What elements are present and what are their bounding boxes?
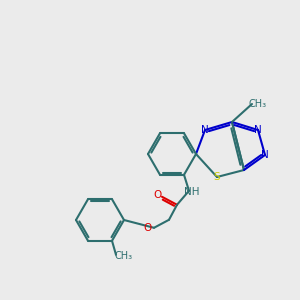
Text: CH₃: CH₃ [115,251,133,261]
Text: O: O [154,190,162,200]
Text: S: S [214,172,220,182]
Text: N: N [201,125,209,135]
Text: CH₃: CH₃ [249,99,267,109]
Text: N: N [261,150,269,160]
Text: N: N [254,125,262,135]
Text: NH: NH [184,187,200,197]
Text: O: O [144,223,152,233]
